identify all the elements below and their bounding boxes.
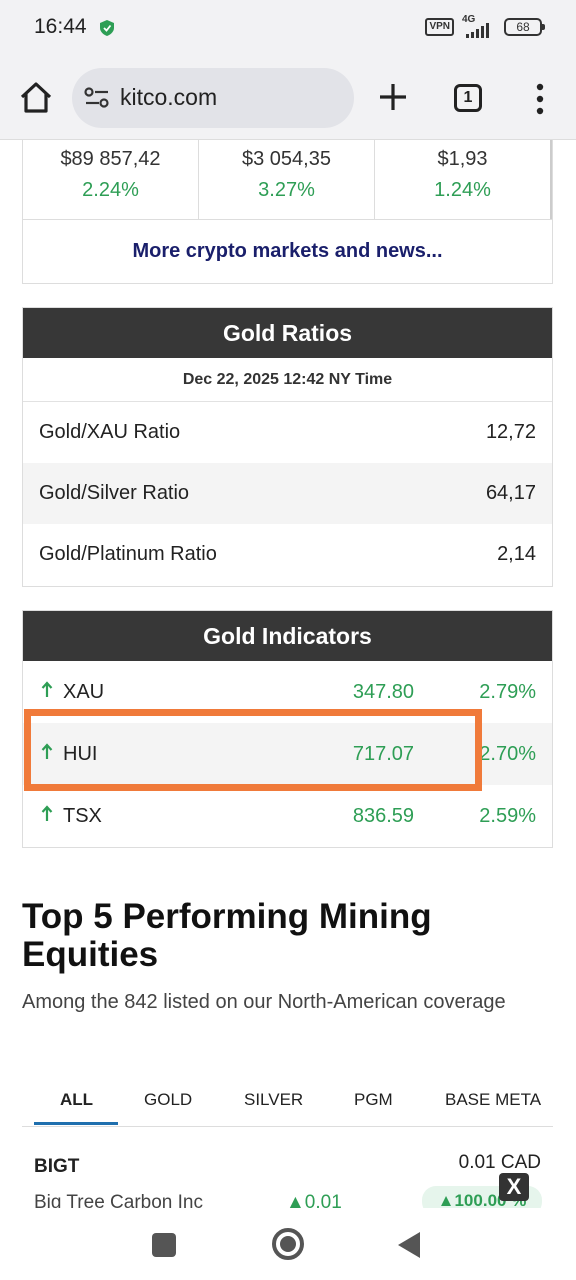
indicator-value: 347.80 <box>352 680 414 703</box>
close-ad-button[interactable]: X <box>499 1173 529 1201</box>
status-time: 16:44 <box>34 15 87 38</box>
crypto-markets: $89 857,42 2.24% $3 054,35 3.27% $1,93 1… <box>22 140 553 284</box>
ratio-row: Gold/XAU Ratio 12,72 <box>23 402 552 463</box>
ratio-label: Gold/XAU Ratio <box>39 421 181 443</box>
more-crypto-link[interactable]: More crypto markets and news... <box>132 240 443 262</box>
ratio-row: Gold/Silver Ratio 64,17 <box>23 463 552 524</box>
recents-icon[interactable] <box>152 1233 176 1257</box>
indicator-change: 2.79% <box>479 680 536 703</box>
top5-subtitle: Among the 842 listed on our North-Americ… <box>22 991 506 1013</box>
tab-all[interactable]: ALL <box>60 1090 94 1109</box>
tab-base-metals[interactable]: BASE META <box>445 1090 542 1109</box>
gold-indicators-title: Gold Indicators <box>23 611 552 661</box>
indicator-change: 2.70% <box>479 742 536 765</box>
arrow-up-icon <box>41 805 53 821</box>
crypto-price: $3 054,35 <box>242 148 331 170</box>
crypto-price: $1,93 <box>437 148 488 170</box>
indicator-row[interactable]: HUI 717.07 2.70% <box>23 723 552 785</box>
crypto-item[interactable]: $3 054,35 3.27% <box>199 140 375 219</box>
vpn-badge: VPN <box>425 18 454 36</box>
equity-change: ▲0.01 <box>286 1192 342 1208</box>
tab-pgm[interactable]: PGM <box>354 1090 393 1109</box>
indicator-value: 836.59 <box>352 804 414 827</box>
ratio-value: 64,17 <box>485 482 536 504</box>
back-icon[interactable] <box>398 1232 420 1258</box>
crypto-change: 1.24% <box>434 179 491 201</box>
equity-row[interactable]: BIGT 0.01 CAD Big Tree Carbon Inc ▲0.01 … <box>22 1140 553 1208</box>
status-icons: VPN 4G 68 <box>425 14 545 38</box>
gold-ratios-timestamp: Dec 22, 2025 12:42 NY Time <box>23 358 552 402</box>
home-icon[interactable] <box>18 80 54 116</box>
tab-switcher-button[interactable]: 1 <box>454 84 482 112</box>
address-bar[interactable]: kitco.com <box>72 68 354 128</box>
crypto-change: 3.27% <box>258 179 315 201</box>
indicator-value: 717.07 <box>352 742 414 765</box>
crypto-item[interactable]: $1,93 1.24% <box>375 140 552 219</box>
gold-indicators-panel: Gold Indicators XAU 347.80 2.79% HUI 717… <box>22 610 553 848</box>
indicator-name: HUI <box>63 742 98 765</box>
gold-ratios-title: Gold Ratios <box>23 308 552 358</box>
indicator-row[interactable]: XAU 347.80 2.79% <box>23 661 552 723</box>
crypto-item[interactable]: $89 857,42 2.24% <box>23 140 199 219</box>
more-options-icon[interactable] <box>532 82 548 116</box>
site-settings-icon[interactable] <box>84 86 110 110</box>
system-nav-bar <box>0 1208 576 1280</box>
indicator-change: 2.59% <box>479 804 536 827</box>
tab-silver[interactable]: SILVER <box>244 1090 304 1109</box>
home-nav-icon[interactable] <box>272 1228 304 1260</box>
shield-icon <box>100 20 114 36</box>
signal-icon: 4G <box>462 14 496 38</box>
crypto-prices-row: $89 857,42 2.24% $3 054,35 3.27% $1,93 1… <box>23 140 552 220</box>
battery-icon: 68 <box>504 18 545 36</box>
ratio-value: 12,72 <box>485 421 536 443</box>
equity-price: 0.01 CAD <box>458 1152 541 1173</box>
ratio-label: Gold/Silver Ratio <box>39 482 190 504</box>
arrow-up-icon <box>41 743 53 759</box>
indicator-row[interactable]: TSX 836.59 2.59% <box>23 785 552 847</box>
tab-gold[interactable]: GOLD <box>144 1090 193 1109</box>
ratio-value: 2,14 <box>497 543 536 565</box>
indicator-name: XAU <box>63 680 105 703</box>
ratio-row: Gold/Platinum Ratio 2,14 <box>23 524 552 585</box>
indicator-name: TSX <box>63 804 102 827</box>
equity-ticker: BIGT <box>34 1156 80 1177</box>
gold-ratios-panel: Gold Ratios Dec 22, 2025 12:42 NY Time G… <box>22 307 553 587</box>
equity-tabs: ALL GOLD SILVER PGM BASE META <box>22 1080 553 1127</box>
ratio-label: Gold/Platinum Ratio <box>39 543 217 565</box>
browser-toolbar: kitco.com 1 <box>0 56 576 140</box>
top5-title: Top 5 Performing Mining Equities <box>22 897 432 974</box>
status-bar: 16:44 VPN 4G 68 <box>0 0 576 56</box>
equity-name: Big Tree Carbon Inc <box>34 1192 203 1208</box>
url-text: kitco.com <box>120 84 218 110</box>
arrow-up-icon <box>41 681 53 697</box>
network-type: 4G <box>462 14 476 25</box>
crypto-price: $89 857,42 <box>60 148 161 170</box>
new-tab-icon[interactable] <box>376 80 410 114</box>
active-tab-indicator <box>34 1122 118 1125</box>
crypto-change: 2.24% <box>82 179 139 201</box>
